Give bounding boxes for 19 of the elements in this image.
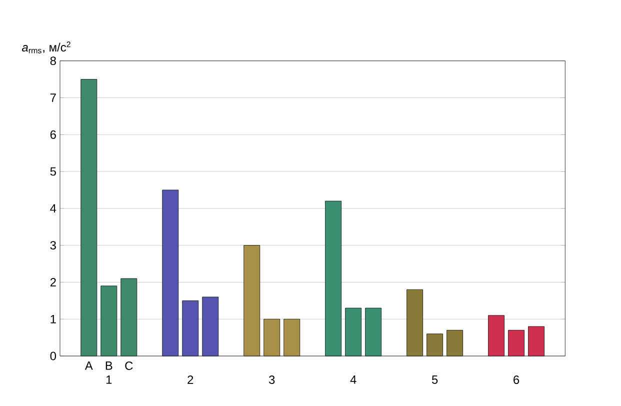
x-tick-label: 2 bbox=[188, 376, 194, 384]
y-tick-label: 7 bbox=[50, 94, 56, 102]
y-tick-label: 3 bbox=[50, 241, 56, 250]
x-tick-label: 6 bbox=[514, 376, 520, 384]
y-tick-label: 2 bbox=[50, 278, 56, 286]
y-tick-label: 1 bbox=[50, 314, 56, 324]
x-tick-label: 5 bbox=[432, 376, 438, 384]
y-tick-label: 4 bbox=[50, 204, 56, 213]
series-label: B bbox=[106, 362, 112, 370]
y-tick-label: 6 bbox=[50, 130, 56, 139]
y-tick-label: 8 bbox=[50, 56, 56, 66]
y-tick-label: 0 bbox=[50, 352, 56, 360]
y-tick-label: 5 bbox=[50, 167, 56, 176]
x-tick-label: 3 bbox=[268, 376, 275, 384]
series-label: A bbox=[84, 362, 93, 370]
series-label: C bbox=[125, 362, 133, 370]
x-tick-label: 1 bbox=[106, 376, 112, 384]
x-tick-label: 4 bbox=[350, 376, 356, 384]
y-axis-title: a$_{rms}$, м/с$^{2}$ bbox=[22, 42, 70, 54]
